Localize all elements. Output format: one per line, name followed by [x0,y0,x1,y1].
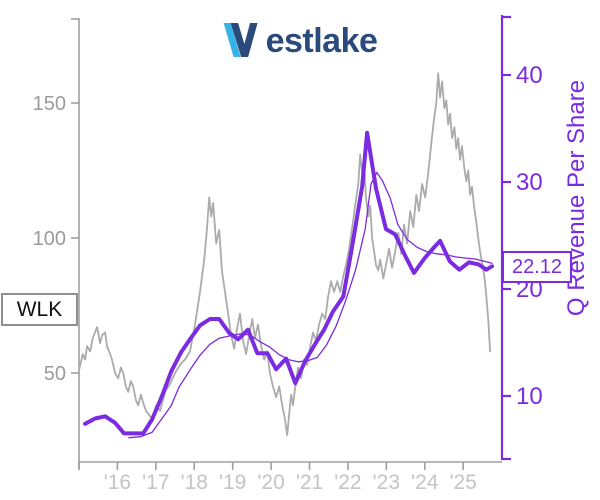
x-tick-label: '19 [219,471,246,494]
x-tick-label: '21 [296,471,323,494]
last-revenue-value: 22.12 [511,255,563,278]
x-tick-label: '23 [373,471,400,494]
right-tick-label: 30 [516,169,543,196]
westlake-logo-w-icon [223,23,258,57]
right-tick-label: 40 [516,62,543,89]
ticker-label-box: WLK [1,293,78,326]
x-tick-label: '16 [104,471,131,494]
x-tick-label: '18 [181,471,208,494]
x-tick-label: '22 [334,471,361,494]
revenue-line [83,130,494,436]
ticker-label: WLK [16,297,63,321]
westlake-logo: estlake [223,22,378,58]
left-tick-label: 50 [44,363,66,385]
x-tick-label: '24 [411,471,439,494]
westlake-logo-text: estlake [265,22,378,60]
left-tick-label: 150 [33,93,66,115]
last-revenue-value-box: 22.12 [502,251,572,283]
x-tick-label: '25 [450,471,477,494]
x-tick-label: '20 [257,471,284,494]
right-tick-label: 10 [516,383,543,410]
x-tick-label: '17 [142,471,169,494]
left-tick-label: 100 [33,228,66,250]
revenue-smoothed-line [128,171,493,439]
